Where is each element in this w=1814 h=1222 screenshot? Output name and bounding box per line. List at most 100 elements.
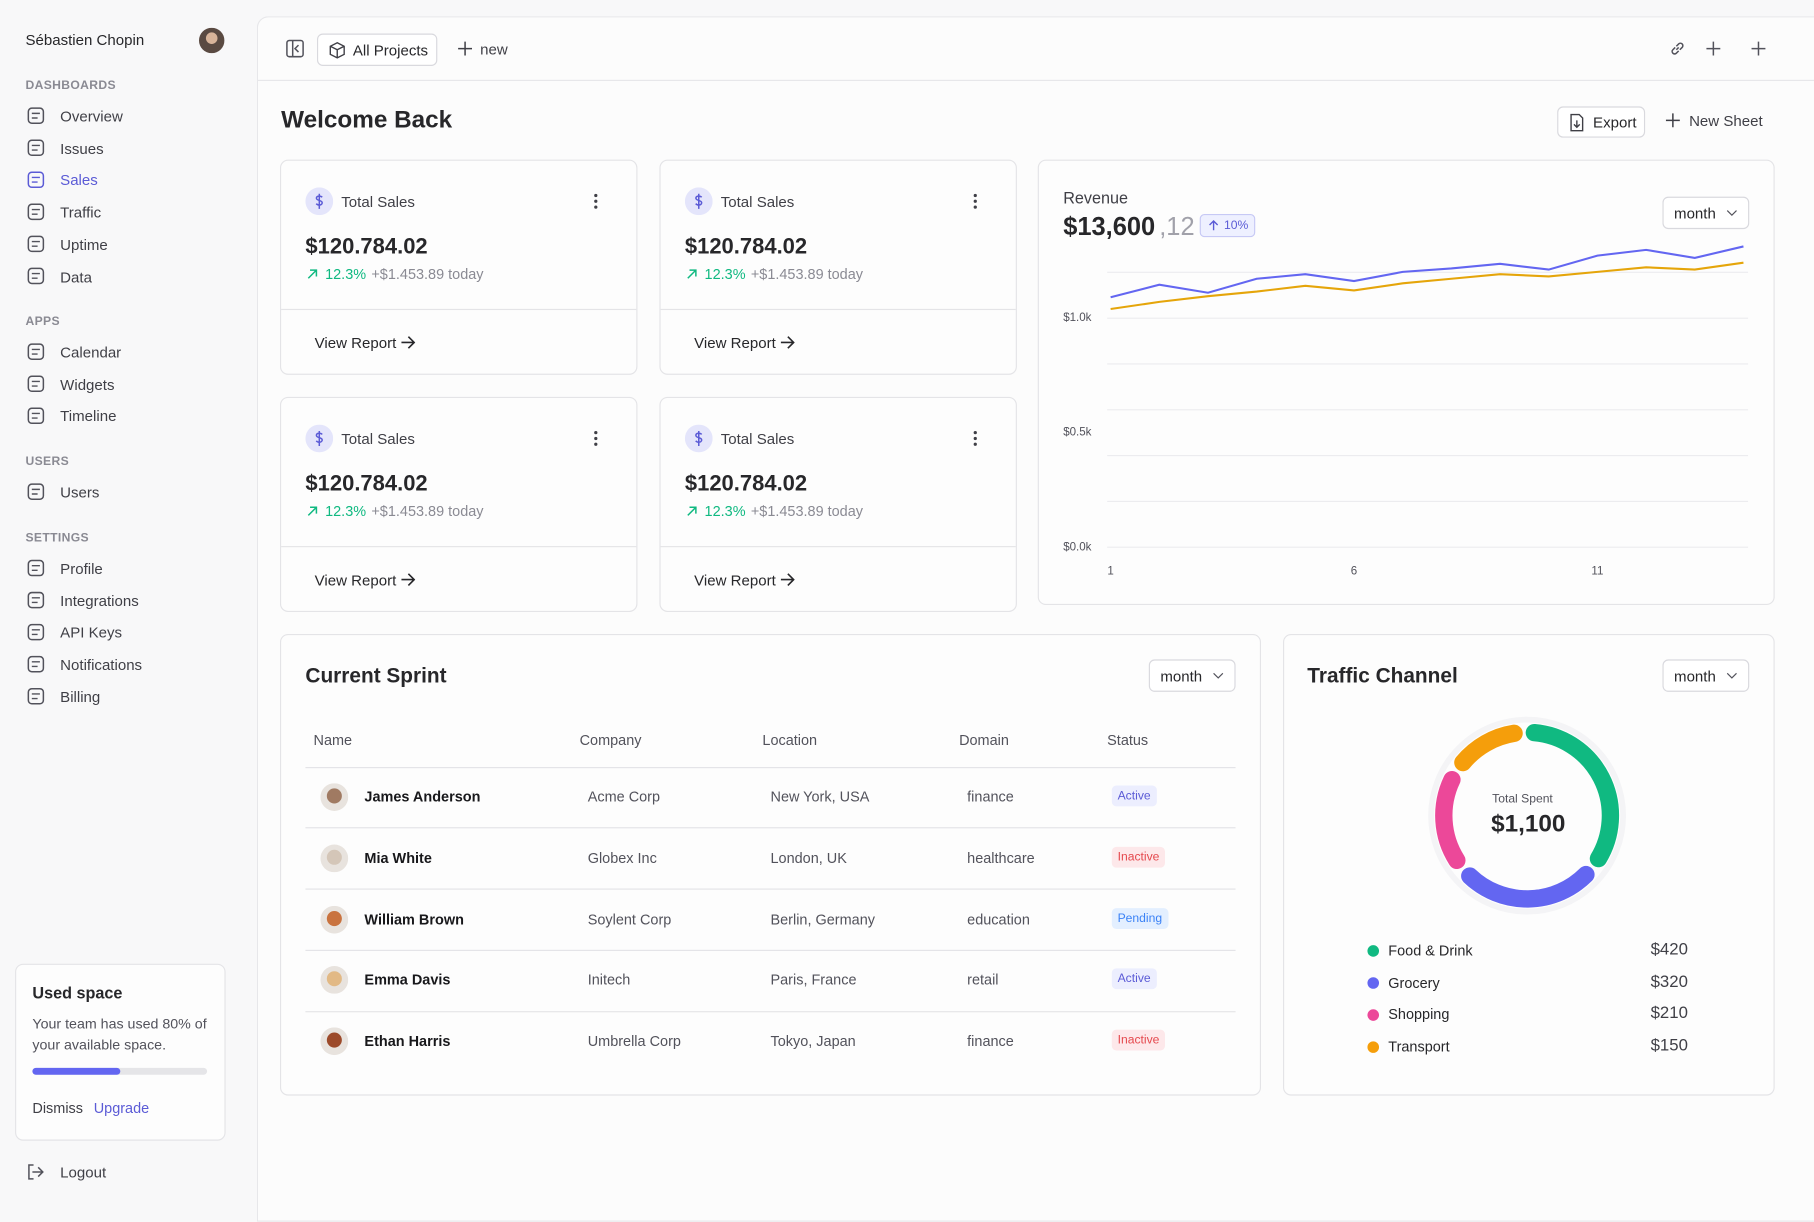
icon-shape: [27, 623, 45, 641]
avatar-face: [326, 1032, 342, 1048]
domain: finance: [967, 789, 1014, 806]
nav-item[interactable]: Overview: [60, 107, 123, 125]
row-divider: [305, 827, 1236, 829]
traffic-title: Traffic Channel: [1307, 664, 1458, 688]
trend-arrow: [687, 506, 697, 516]
status-badge: Inactive: [1111, 1029, 1166, 1051]
arrow: [780, 336, 795, 349]
nav-icon: [27, 203, 45, 221]
traffic-filter[interactable]: month: [1662, 659, 1750, 692]
nav-item[interactable]: Integrations: [60, 591, 139, 610]
kebab-menu[interactable]: [971, 429, 980, 448]
icon-shape: [315, 430, 323, 446]
location: Berlin, Germany: [770, 911, 875, 928]
icon-shape: [695, 430, 703, 446]
icon-shape: [31, 412, 40, 419]
arrow: [780, 573, 795, 586]
avatar-face: [326, 910, 342, 926]
add-icon[interactable]: [1750, 40, 1766, 56]
view-report[interactable]: View Report: [314, 571, 397, 589]
stat-value: $120.784.02: [305, 472, 428, 497]
arrow-right: [780, 573, 795, 586]
nav-icon: [27, 483, 45, 500]
column-header: Company: [579, 732, 642, 749]
nav-item[interactable]: Sales: [60, 171, 98, 190]
upgrade-link[interactable]: Upgrade: [93, 1100, 150, 1117]
icon-shape: [27, 343, 45, 360]
arrow: [401, 573, 416, 586]
view-report[interactable]: View Report: [694, 571, 776, 589]
legend-value: $420: [1650, 940, 1688, 960]
icon-shape: [27, 407, 45, 425]
dot: [973, 193, 977, 198]
company: Umbrella Corp: [587, 1033, 681, 1050]
nav-item[interactable]: Notifications: [60, 656, 143, 674]
status-badge: Inactive: [1111, 846, 1166, 868]
arrow-right: [780, 336, 795, 349]
status-badge: Active: [1111, 968, 1157, 990]
add-icon[interactable]: [1705, 40, 1721, 56]
location: Tokyo, Japan: [770, 1033, 856, 1050]
new-button[interactable]: new: [480, 40, 508, 58]
section-title: DASHBOARDS: [25, 78, 116, 93]
nav-item[interactable]: Profile: [60, 559, 103, 578]
dismiss-link[interactable]: Dismiss: [32, 1100, 84, 1117]
user-avatar[interactable]: [198, 27, 225, 54]
link-icon[interactable]: [1669, 40, 1685, 56]
nav-icon: [27, 407, 45, 425]
legend-name: Food & Drink: [1388, 942, 1473, 960]
nav-item[interactable]: API Keys: [60, 624, 123, 642]
nav-item[interactable]: Data: [60, 267, 92, 286]
trend-arrow: [687, 269, 697, 279]
view-report[interactable]: View Report: [314, 334, 397, 352]
nav-item[interactable]: Billing: [60, 688, 101, 706]
logout-icon[interactable]: [27, 1163, 46, 1182]
progress-fill: [32, 1067, 121, 1075]
logout-link[interactable]: Logout: [60, 1163, 107, 1182]
stat-change: 12.3%: [704, 503, 746, 520]
icon-shape: [27, 267, 45, 285]
nav-icon: [27, 267, 45, 285]
arrow: [687, 506, 697, 516]
stat-value: $120.784.02: [305, 234, 428, 260]
column-header: Domain: [959, 732, 1009, 749]
new-sheet-button[interactable]: New Sheet: [1689, 112, 1763, 130]
nav-item[interactable]: Users: [60, 483, 100, 501]
stat-delta: +$1.453.89 today: [371, 503, 484, 520]
sprint-filter[interactable]: month: [1148, 659, 1236, 692]
icon-shape: [27, 375, 45, 393]
arrow-right: [401, 336, 416, 349]
stat-delta: +$1.453.89 today: [750, 503, 864, 520]
person-name: James Anderson: [364, 789, 481, 806]
progress-track: [32, 1067, 208, 1075]
nav-item[interactable]: Widgets: [60, 375, 115, 393]
kebab-menu[interactable]: [591, 429, 600, 448]
nav-item[interactable]: Traffic: [60, 203, 102, 222]
nav-item[interactable]: Timeline: [60, 407, 117, 426]
icon-shape: [27, 483, 45, 500]
icon-shape: [31, 348, 40, 355]
box-icon: [329, 42, 345, 59]
nav-item[interactable]: Uptime: [60, 235, 108, 254]
nav-icon: [27, 559, 45, 577]
sidebar-toggle[interactable]: [286, 39, 305, 58]
icon-shape: [31, 380, 40, 387]
view-report[interactable]: View Report: [694, 334, 776, 352]
plus-icon: [458, 41, 473, 56]
traffic-card: Traffic Channel month: [1283, 633, 1775, 1096]
revenue-filter[interactable]: month: [1662, 196, 1750, 230]
chevron: [1726, 672, 1737, 679]
projects-button[interactable]: All Projects: [316, 33, 438, 66]
nav-item[interactable]: Issues: [60, 139, 104, 157]
stat-card: Total Sales $120.784.02 12.3% +$1.453.89 to…: [279, 159, 638, 375]
avatar-face: [326, 788, 342, 804]
used-space-title: Used space: [32, 983, 123, 1002]
company: Acme Corp: [587, 789, 661, 806]
kebab-menu[interactable]: [591, 192, 600, 211]
user-name[interactable]: Sébastien Chopin: [25, 31, 145, 49]
kebab-menu[interactable]: [971, 192, 980, 211]
avatar: [320, 905, 349, 934]
nav-item[interactable]: Calendar: [60, 343, 122, 361]
export-button[interactable]: Export: [1557, 106, 1646, 138]
icon-shape: [31, 240, 40, 247]
